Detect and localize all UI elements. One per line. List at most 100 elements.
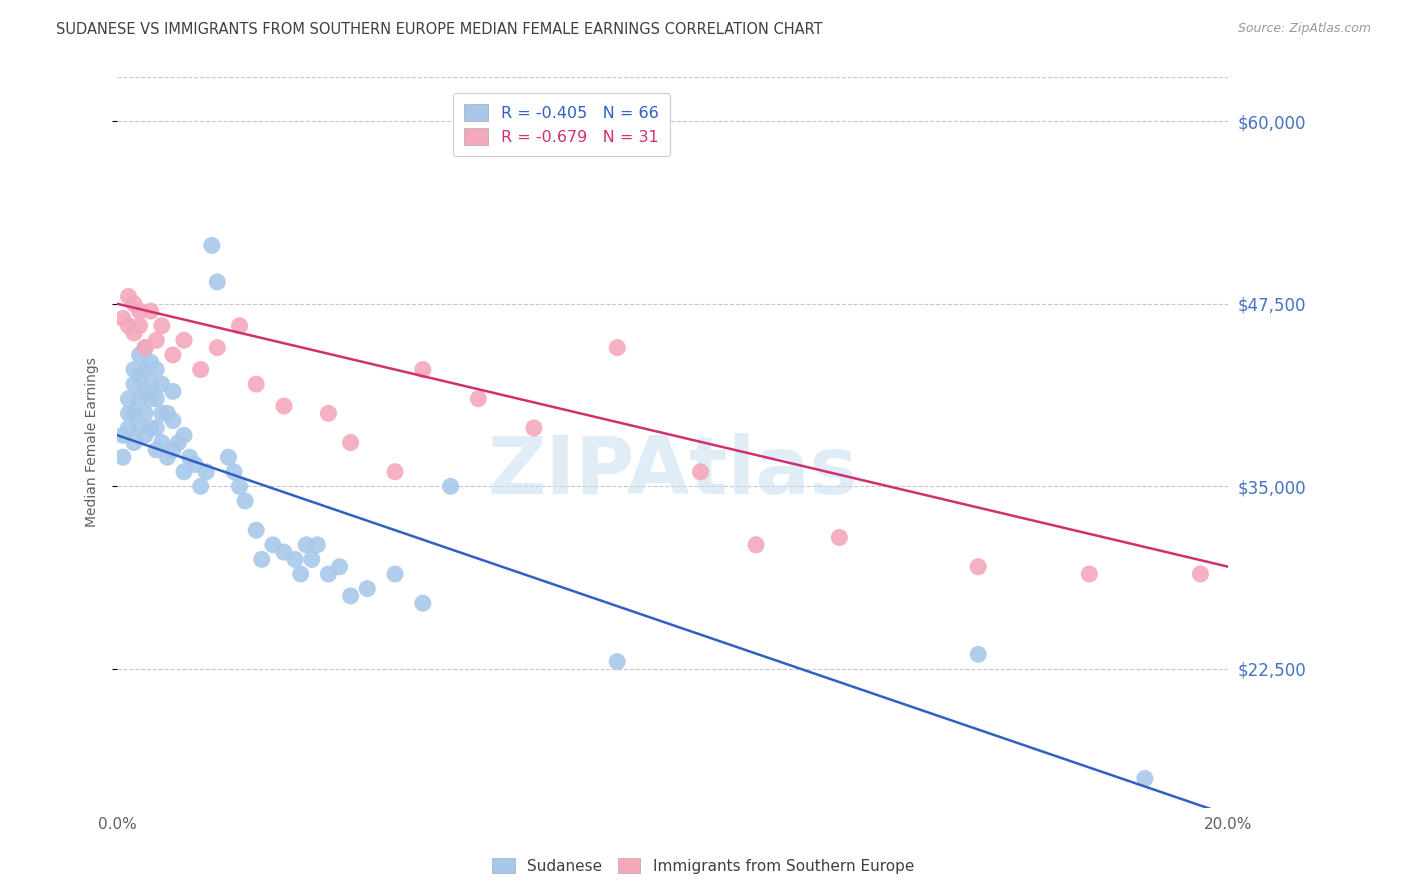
Point — [1078, 566, 1101, 581]
Point — [307, 538, 329, 552]
Point — [328, 559, 350, 574]
Point — [134, 362, 156, 376]
Point — [150, 435, 173, 450]
Point — [190, 362, 212, 376]
Point — [122, 297, 145, 311]
Point — [179, 450, 201, 465]
Point — [318, 406, 340, 420]
Text: SUDANESE VS IMMIGRANTS FROM SOUTHERN EUROPE MEDIAN FEMALE EARNINGS CORRELATION C: SUDANESE VS IMMIGRANTS FROM SOUTHERN EUR… — [56, 22, 823, 37]
Point — [162, 414, 184, 428]
Point — [523, 421, 546, 435]
Point — [339, 589, 361, 603]
Point — [173, 334, 195, 348]
Point — [195, 465, 218, 479]
Point — [139, 392, 162, 406]
Point — [134, 341, 156, 355]
Point — [439, 479, 461, 493]
Point — [156, 450, 179, 465]
Point — [828, 531, 851, 545]
Point — [339, 435, 361, 450]
Point — [689, 465, 711, 479]
Point — [122, 406, 145, 420]
Point — [150, 406, 173, 420]
Point — [606, 341, 628, 355]
Point — [228, 318, 250, 333]
Point — [190, 479, 212, 493]
Point — [139, 377, 162, 392]
Point — [150, 318, 173, 333]
Point — [128, 304, 150, 318]
Point — [150, 377, 173, 392]
Point — [201, 238, 224, 252]
Point — [207, 341, 229, 355]
Text: Source: ZipAtlas.com: Source: ZipAtlas.com — [1237, 22, 1371, 36]
Point — [134, 428, 156, 442]
Point — [162, 384, 184, 399]
Point — [145, 442, 167, 457]
Point — [139, 304, 162, 318]
Point — [301, 552, 323, 566]
Point — [145, 421, 167, 435]
Point — [284, 552, 307, 566]
Point — [318, 566, 340, 581]
Point — [139, 421, 162, 435]
Point — [356, 582, 378, 596]
Point — [412, 596, 434, 610]
Point — [245, 377, 267, 392]
Text: ZIPAtlas: ZIPAtlas — [488, 433, 858, 511]
Point — [117, 406, 139, 420]
Point — [745, 538, 768, 552]
Point — [233, 494, 256, 508]
Point — [295, 538, 318, 552]
Point — [111, 428, 134, 442]
Point — [111, 311, 134, 326]
Point — [250, 552, 273, 566]
Point — [184, 458, 207, 472]
Point — [117, 392, 139, 406]
Point — [245, 523, 267, 537]
Point — [134, 341, 156, 355]
Point — [145, 334, 167, 348]
Y-axis label: Median Female Earnings: Median Female Earnings — [86, 358, 100, 527]
Point — [228, 479, 250, 493]
Point — [156, 406, 179, 420]
Point — [128, 348, 150, 362]
Point — [134, 406, 156, 420]
Point — [145, 362, 167, 376]
Point — [117, 318, 139, 333]
Point — [217, 450, 239, 465]
Point — [128, 318, 150, 333]
Point — [384, 566, 406, 581]
Point — [139, 355, 162, 369]
Point — [117, 421, 139, 435]
Point — [111, 450, 134, 465]
Point — [1189, 566, 1212, 581]
Point — [173, 428, 195, 442]
Point — [128, 421, 150, 435]
Point — [145, 392, 167, 406]
Point — [967, 648, 990, 662]
Point — [122, 435, 145, 450]
Point — [128, 369, 150, 384]
Point — [290, 566, 312, 581]
Point — [412, 362, 434, 376]
Point — [222, 465, 245, 479]
Point — [384, 465, 406, 479]
Point — [262, 538, 284, 552]
Point — [273, 399, 295, 413]
Point — [207, 275, 229, 289]
Point — [162, 442, 184, 457]
Point — [134, 384, 156, 399]
Point — [167, 435, 190, 450]
Point — [173, 465, 195, 479]
Point — [162, 348, 184, 362]
Point — [122, 326, 145, 340]
Point — [273, 545, 295, 559]
Point — [122, 377, 145, 392]
Point — [117, 289, 139, 303]
Legend: R = -0.405   N = 66, R = -0.679   N = 31: R = -0.405 N = 66, R = -0.679 N = 31 — [453, 93, 671, 156]
Point — [467, 392, 489, 406]
Point — [1133, 772, 1156, 786]
Point — [967, 559, 990, 574]
Point — [606, 655, 628, 669]
